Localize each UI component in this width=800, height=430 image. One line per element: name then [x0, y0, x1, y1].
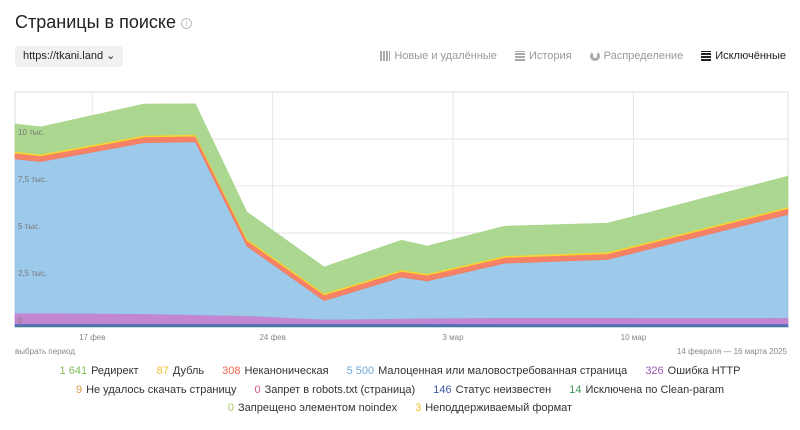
pie-icon	[589, 51, 600, 61]
legend-row: 9 Не удалось скачать страницу 0 Запрет в ro…	[0, 384, 800, 396]
page-title-text: Страницы в поиске	[15, 12, 176, 32]
y-tick-label: 7,5 тыс.	[18, 175, 47, 184]
legend-item[interactable]: 87 Дубль	[157, 365, 205, 377]
x-tick-label: 3 мар	[442, 333, 464, 342]
legend-count: 308	[222, 365, 241, 377]
legend-count: 0	[227, 402, 235, 414]
legend-item[interactable]: 0 Запрещено элементом noindex	[228, 402, 397, 414]
y-tick-label: 2,5 тыс.	[18, 269, 47, 278]
tab-label: Распределение	[603, 50, 684, 62]
tab-label: История	[528, 50, 572, 62]
stack-icon	[514, 51, 525, 61]
legend-count: 5 500	[346, 365, 375, 377]
x-tick-label: 10 мар	[621, 333, 647, 342]
legend-label: Статус неизвестен	[455, 384, 552, 396]
select-period-link[interactable]: выбрать период	[15, 347, 75, 356]
legend-label: Запрет в robots.txt (страница)	[264, 384, 416, 396]
legend-count: 146	[433, 384, 452, 396]
stack-icon	[701, 51, 712, 61]
x-tick-label: 24 фев	[259, 333, 285, 342]
legend-row: 1 641 Редирект 87 Дубль 308 Неканоническая 5 5…	[0, 365, 800, 377]
legend-count: 3	[415, 402, 422, 414]
legend-count: 0	[254, 384, 261, 396]
info-icon[interactable]: i	[180, 17, 192, 29]
legend-row: 0 Запрещено элементом noindex 3 Неподдержив…	[0, 402, 800, 414]
grid-icon	[380, 51, 391, 61]
legend-label: Дубль	[172, 365, 205, 377]
tab-label: Исключённые	[715, 50, 786, 62]
legend-count: 1 641	[59, 365, 88, 377]
page-title: Страницы в поиске i	[15, 12, 192, 33]
series-area-6	[14, 103, 789, 294]
legend-item[interactable]: 5 500 Малоценная или маловостребованная с…	[347, 365, 628, 377]
date-range: 14 февраля — 16 марта 2025	[676, 347, 787, 356]
y-tick-label: 10 тыс.	[18, 128, 45, 137]
excluded-pages-chart: 0 2,5 тыс. 5 тыс. 7,5 тыс. 10 тыс. 17 фев 24 ф…	[14, 91, 789, 342]
legend-label: Неканоническая	[244, 365, 329, 377]
legend-item[interactable]: 0 Запрет в robots.txt (страница)	[254, 384, 415, 396]
legend-label: Малоценная или маловостребованная страни…	[378, 365, 628, 377]
legend-label: Ошибка HTTP	[667, 365, 741, 377]
legend-item[interactable]: 3 Неподдерживаемый формат	[415, 402, 572, 414]
legend-count: 9	[75, 384, 83, 396]
y-tick-label: 0	[18, 316, 23, 325]
legend-item[interactable]: 326 Ошибка HTTP	[645, 365, 740, 377]
legend-item[interactable]: 146 Статус неизвестен	[433, 384, 551, 396]
site-selector[interactable]: https://tkani.land ⌄	[15, 46, 124, 67]
legend-count: 14	[569, 384, 582, 396]
x-tick-label: 17 фев	[79, 333, 105, 342]
chevron-down-icon: ⌄	[106, 50, 116, 62]
legend-label: Запрещено элементом noindex	[238, 402, 398, 414]
tab-1[interactable]: История	[514, 50, 572, 62]
legend-label: Редирект	[91, 365, 139, 377]
site-selector-label: https://tkani.land	[23, 50, 104, 62]
legend-label: Неподдерживаемый формат	[425, 402, 573, 414]
view-tabs: Новые и удалённые История Распределение Иск…	[380, 50, 786, 62]
legend-item[interactable]: 1 641 Редирект	[60, 365, 139, 377]
legend-label: Исключена по Clean-param	[585, 384, 725, 396]
tab-label: Новые и удалённые	[394, 50, 497, 62]
legend-label: Не удалось скачать страницу	[86, 384, 237, 396]
legend-item[interactable]: 14 Исключена по Clean-param	[569, 384, 724, 396]
legend-item[interactable]: 308 Неканоническая	[222, 365, 328, 377]
legend-count: 326	[645, 365, 664, 377]
legend-item[interactable]: 9 Не удалось скачать страницу	[76, 384, 237, 396]
y-tick-label: 5 тыс.	[18, 222, 40, 231]
tab-0[interactable]: Новые и удалённые	[380, 50, 497, 62]
legend-count: 87	[156, 365, 169, 377]
tab-3[interactable]: Исключённые	[701, 50, 786, 62]
tab-2[interactable]: Распределение	[589, 50, 684, 62]
